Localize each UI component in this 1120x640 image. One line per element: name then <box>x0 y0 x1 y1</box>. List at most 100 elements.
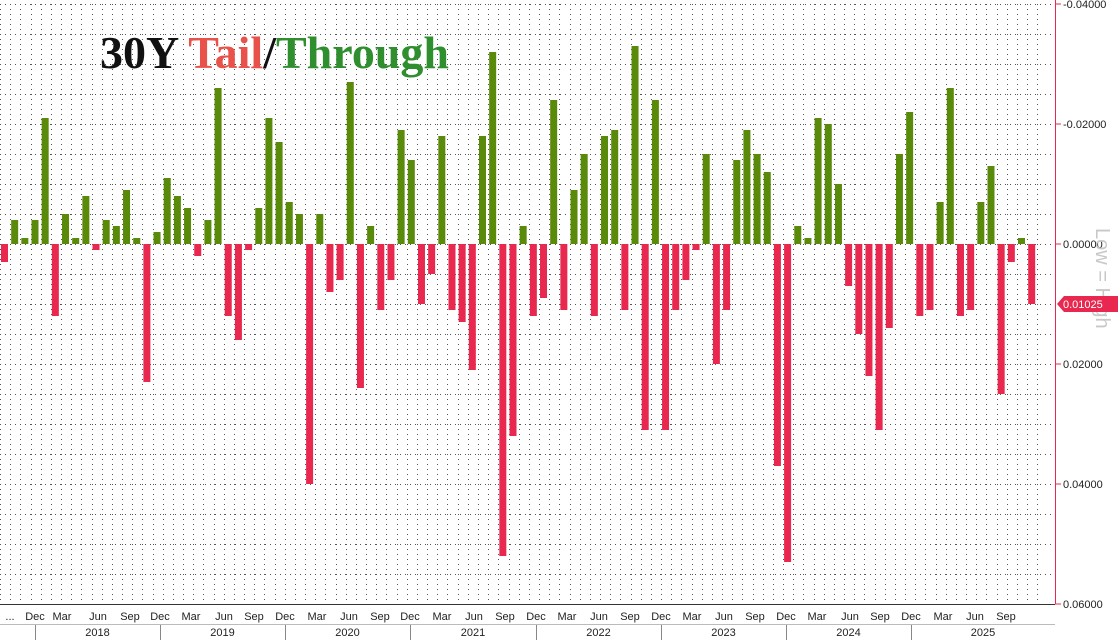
bar-tail <box>356 244 364 388</box>
bar-tail <box>560 244 568 310</box>
bar-through <box>519 226 527 244</box>
bar-through <box>977 202 985 244</box>
bar-tail <box>926 244 934 310</box>
x-month-tick: Dec <box>275 611 295 623</box>
last-value-label: 0.01025 <box>1063 299 1103 311</box>
bar-through <box>794 226 802 244</box>
x-month-tick: Sep <box>120 611 140 623</box>
chart-grid <box>0 4 1055 605</box>
bar-through <box>31 220 39 244</box>
bar-tail <box>458 244 466 322</box>
bar-through <box>163 178 171 244</box>
bar-through <box>184 208 192 244</box>
bar-tail <box>1028 244 1036 304</box>
bar-through <box>895 154 903 244</box>
bar-through <box>204 220 212 244</box>
bar-through <box>611 130 619 244</box>
bar-through <box>255 208 263 244</box>
x-month-tick: Mar <box>53 611 72 623</box>
x-year-tick: 2019 <box>210 627 234 639</box>
x-month-tick: Jun <box>465 611 483 623</box>
bar-through <box>804 238 812 244</box>
bar-tail <box>967 244 975 310</box>
bar-through <box>946 88 954 244</box>
bar-through <box>936 202 944 244</box>
x-year-tick: 2024 <box>836 627 860 639</box>
bar-tail <box>143 244 151 382</box>
bar-tail <box>428 244 436 274</box>
bar-through <box>478 136 486 244</box>
bar-tail <box>224 244 232 316</box>
bar-through <box>631 46 639 244</box>
bar-through <box>173 196 181 244</box>
bar-through <box>753 154 761 244</box>
title-part-30y: 30Y <box>100 27 188 78</box>
x-month-tick: Jun <box>966 611 984 623</box>
bar-tail <box>92 244 100 250</box>
bar-tail <box>448 244 456 310</box>
x-month-tick: Sep <box>996 611 1016 623</box>
bar-through <box>702 154 710 244</box>
bar-through <box>489 52 497 244</box>
x-month-tick: Dec <box>25 611 45 623</box>
bar-through <box>21 238 29 244</box>
y-tick-label: -0.04000 <box>1063 0 1106 11</box>
bar-tail <box>621 244 629 310</box>
bar-tail <box>723 244 731 310</box>
bar-through <box>438 136 446 244</box>
bar-through <box>214 88 222 244</box>
bar-through <box>763 172 771 244</box>
bar-tail <box>672 244 680 310</box>
bar-tail <box>773 244 781 466</box>
bar-through <box>346 82 354 244</box>
bar-through <box>82 196 90 244</box>
y-tick-label: -0.02000 <box>1063 119 1106 131</box>
bar-through <box>601 136 609 244</box>
bar-tail <box>885 244 893 328</box>
bar-tail <box>234 244 242 340</box>
x-year-tick: 2021 <box>461 627 485 639</box>
chart-title: 30Y Tail/Through <box>100 27 449 78</box>
bar-through <box>580 154 588 244</box>
bar-tail <box>1007 244 1015 262</box>
bar-tail <box>499 244 507 556</box>
bar-through <box>275 142 283 244</box>
bar-tail <box>1 244 8 262</box>
x-month-tick: Mar <box>934 611 953 623</box>
bar-tail <box>540 244 548 298</box>
x-month-tick: Sep <box>745 611 765 623</box>
last-value-tag-shape <box>1057 296 1118 312</box>
x-month-tick: Jun <box>215 611 233 623</box>
x-year-tick: 2018 <box>85 627 109 639</box>
bar-through <box>906 112 914 244</box>
bar-tail <box>712 244 720 364</box>
title-part-through: Through <box>276 27 449 78</box>
bar-through <box>11 220 19 244</box>
bar-tail <box>845 244 853 286</box>
title-part-slash: / <box>262 27 277 78</box>
bar-through <box>133 238 141 244</box>
x-month-tick: Sep <box>620 611 640 623</box>
bar-through <box>72 238 80 244</box>
bar-tail <box>51 244 59 316</box>
y-tick-label: 0.06000 <box>1063 599 1103 611</box>
bar-tail <box>468 244 476 370</box>
bar-tail <box>590 244 598 316</box>
x-year-tick: 2022 <box>586 627 610 639</box>
x-month-tick: Dec <box>150 611 170 623</box>
bar-through <box>397 130 405 244</box>
bar-through <box>570 190 578 244</box>
bar-tail <box>784 244 792 562</box>
bar-through <box>123 190 131 244</box>
bar-tail <box>865 244 873 376</box>
bar-through <box>743 130 751 244</box>
bar-tail <box>875 244 883 430</box>
bar-through <box>987 166 995 244</box>
bar-tail <box>326 244 334 292</box>
x-year-tick: 2025 <box>971 627 995 639</box>
bar-through <box>814 118 822 244</box>
x-month-tick: ... <box>5 611 14 623</box>
x-month-tick: Mar <box>182 611 201 623</box>
bar-tail <box>509 244 517 436</box>
